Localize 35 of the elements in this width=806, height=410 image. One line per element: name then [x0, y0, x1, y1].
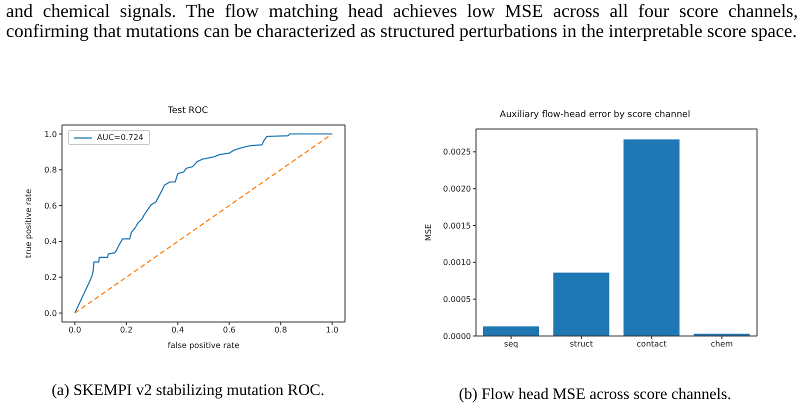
- y-tick-label: 0.8: [44, 166, 57, 175]
- legend-label: AUC=0.724: [97, 133, 144, 142]
- bar: [553, 272, 610, 336]
- bar: [483, 326, 540, 336]
- y-axis-title: MSE: [424, 224, 433, 242]
- x-tick-label: contact: [636, 340, 667, 349]
- x-tick-label: 0.0: [68, 326, 82, 335]
- x-tick-label: seq: [504, 340, 518, 349]
- y-tick-label: 0.0000: [443, 332, 471, 341]
- y-tick-label: 0.0015: [443, 221, 471, 230]
- x-tick-label: 0.4: [171, 326, 184, 335]
- x-axis-title: false positive rate: [168, 341, 240, 350]
- y-tick-label: 0.0020: [443, 184, 471, 194]
- y-tick-label: 0.4: [44, 237, 57, 246]
- y-tick-label: 0.0005: [443, 295, 471, 304]
- y-tick-label: 0.0010: [443, 258, 471, 268]
- text: (b) Flow head MSE across score channels.: [458, 386, 732, 404]
- text: (a) SKEMPI v2 stabilizing mutation ROC.: [50, 382, 326, 400]
- text: and chemical signals. The flow matching head achieves low MSE across all four score channels, confirming that mutations can be characterized as structured perturbations in the interpretable score space.: [6, 1, 798, 42]
- line-series: [74, 133, 333, 314]
- y-tick-label: 0.0: [44, 308, 57, 318]
- x-tick-label: 1.0: [326, 326, 339, 335]
- x-tick-label: chem: [710, 340, 734, 349]
- x-tick-label: struct: [570, 340, 593, 349]
- x-tick-label: 0.8: [274, 326, 288, 335]
- y-axis-title: true positive rate: [24, 188, 33, 258]
- chart-title: Auxiliary flow-head error by score channel: [498, 110, 692, 122]
- y-tick-label: 0.6: [44, 201, 57, 210]
- x-tick-label: 0.6: [222, 326, 236, 335]
- bar: [624, 139, 680, 336]
- y-tick-label: 0.2: [44, 273, 57, 282]
- y-tick-label: 0.0025: [443, 148, 471, 157]
- chart-title: Test ROC: [166, 106, 210, 118]
- y-tick-label: 1.0: [44, 130, 57, 139]
- x-tick-label: 0.2: [120, 326, 133, 335]
